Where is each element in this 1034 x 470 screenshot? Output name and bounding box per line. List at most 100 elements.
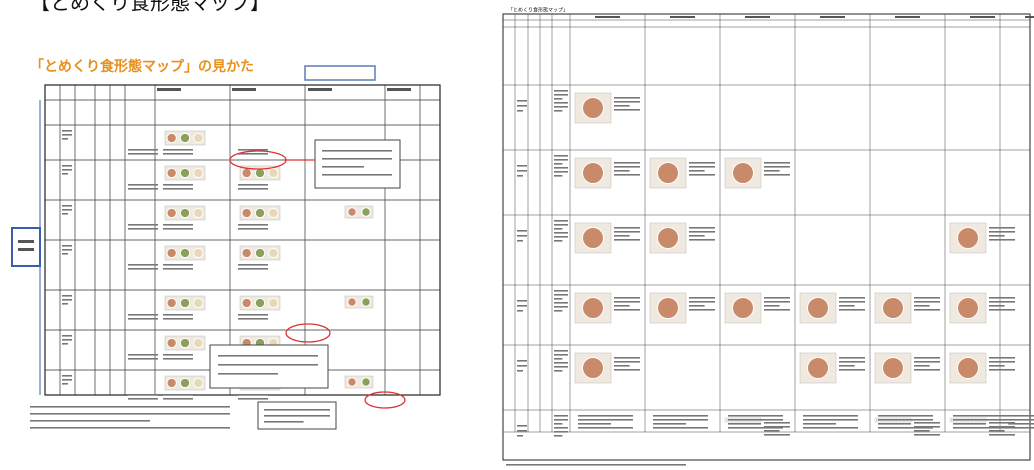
footer-text bbox=[878, 423, 911, 425]
cell-text bbox=[554, 435, 563, 437]
cell-text bbox=[914, 361, 940, 363]
dish bbox=[732, 297, 754, 319]
callout-text bbox=[218, 355, 318, 357]
callout-text bbox=[264, 421, 304, 423]
cell-text bbox=[554, 220, 568, 222]
cell-text bbox=[62, 213, 68, 215]
dish bbox=[254, 247, 266, 259]
dish bbox=[193, 337, 204, 349]
cell-text bbox=[689, 162, 715, 164]
cell-text bbox=[614, 297, 640, 299]
cell-text bbox=[554, 175, 563, 177]
dish bbox=[179, 297, 191, 309]
cell-text bbox=[128, 184, 158, 186]
footer-text bbox=[953, 423, 986, 425]
cell-text bbox=[238, 398, 268, 400]
cell-text bbox=[238, 188, 268, 190]
cell-text bbox=[238, 184, 268, 186]
cell-text bbox=[914, 357, 940, 359]
cell-text bbox=[62, 299, 72, 301]
cell-text bbox=[764, 422, 790, 424]
dish bbox=[166, 337, 177, 349]
cell-text bbox=[554, 431, 568, 433]
footer-text bbox=[728, 415, 783, 417]
cell-text bbox=[689, 301, 715, 303]
map-title: 「とめくり食形態マップ」 bbox=[508, 7, 568, 14]
dish bbox=[179, 247, 191, 259]
cell-text bbox=[914, 426, 940, 428]
col-header bbox=[820, 16, 845, 18]
cell-text bbox=[554, 106, 568, 108]
dish bbox=[268, 247, 279, 259]
dish bbox=[241, 207, 252, 219]
cell-text bbox=[62, 343, 68, 345]
cell-text bbox=[989, 434, 1015, 436]
footer-text bbox=[878, 427, 933, 429]
cell-text bbox=[614, 227, 640, 229]
cell-text bbox=[989, 239, 1015, 241]
dish bbox=[193, 377, 204, 389]
dish bbox=[268, 297, 279, 309]
cell-text bbox=[914, 297, 940, 299]
cell-text bbox=[764, 426, 790, 428]
dish bbox=[657, 162, 679, 184]
page-title: 【とめくり食形態マップ】 bbox=[30, 0, 270, 15]
cell-text bbox=[163, 394, 193, 396]
cell-text bbox=[62, 169, 72, 171]
cell-text bbox=[989, 426, 1015, 428]
guide-note bbox=[30, 413, 230, 415]
cell-text bbox=[163, 264, 193, 266]
side-label-text bbox=[18, 240, 34, 243]
cell-text bbox=[554, 159, 568, 161]
cell-text bbox=[764, 301, 790, 303]
cell-text bbox=[614, 101, 640, 103]
cell-text bbox=[839, 301, 865, 303]
cell-text bbox=[989, 297, 1015, 299]
cell-text bbox=[517, 300, 527, 302]
guide-note bbox=[30, 420, 150, 422]
callout-text bbox=[264, 409, 330, 411]
dish bbox=[361, 297, 371, 307]
cell-text bbox=[128, 228, 158, 230]
cell-text bbox=[517, 365, 527, 367]
highlight bbox=[285, 323, 331, 343]
cell-text bbox=[163, 314, 193, 316]
dish bbox=[732, 162, 754, 184]
cell-text bbox=[554, 232, 568, 234]
cell-text bbox=[128, 394, 158, 396]
footer-text bbox=[578, 423, 611, 425]
footer-text bbox=[728, 427, 783, 429]
cell-text bbox=[554, 350, 568, 352]
cell-text bbox=[914, 365, 930, 367]
cell-text bbox=[554, 90, 568, 92]
cell-text bbox=[62, 205, 72, 207]
cell-text bbox=[554, 423, 563, 425]
dish bbox=[166, 297, 177, 309]
cell-text bbox=[554, 171, 568, 173]
cell-text bbox=[614, 361, 640, 363]
cell-text bbox=[554, 290, 568, 292]
dish bbox=[657, 297, 679, 319]
cell-text bbox=[62, 134, 72, 136]
cell-text bbox=[764, 162, 790, 164]
cell-text bbox=[554, 358, 563, 360]
cell-text bbox=[764, 170, 780, 172]
cell-text bbox=[62, 245, 72, 247]
cell-text bbox=[238, 318, 268, 320]
cell-text bbox=[163, 398, 193, 400]
dish bbox=[179, 167, 191, 179]
cell-text bbox=[839, 305, 855, 307]
dish bbox=[166, 207, 177, 219]
cell-text bbox=[689, 235, 705, 237]
dish bbox=[268, 167, 279, 179]
cell-text bbox=[554, 163, 563, 165]
col-header bbox=[1025, 16, 1034, 18]
cell-text bbox=[62, 173, 68, 175]
cell-text bbox=[163, 358, 193, 360]
highlight bbox=[229, 150, 287, 170]
cell-text bbox=[554, 419, 568, 421]
dish bbox=[957, 297, 979, 319]
dish bbox=[179, 207, 191, 219]
cell-text bbox=[517, 235, 527, 237]
cell-text bbox=[163, 188, 193, 190]
